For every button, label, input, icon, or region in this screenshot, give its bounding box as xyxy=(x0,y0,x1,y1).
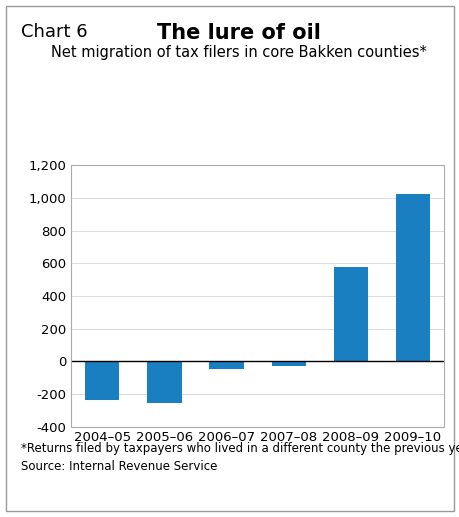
Bar xyxy=(395,194,429,361)
Text: Chart 6: Chart 6 xyxy=(21,23,87,41)
Text: *Returns filed by taxpayers who lived in a different county the previous year: *Returns filed by taxpayers who lived in… xyxy=(21,442,459,455)
Text: Net migration of tax filers in core Bakken counties*: Net migration of tax filers in core Bakk… xyxy=(51,45,426,60)
Bar xyxy=(147,361,181,403)
Text: The lure of oil: The lure of oil xyxy=(157,23,320,43)
Bar xyxy=(85,361,119,400)
Bar xyxy=(333,267,367,361)
Text: Source: Internal Revenue Service: Source: Internal Revenue Service xyxy=(21,460,217,473)
Bar xyxy=(209,361,243,369)
FancyBboxPatch shape xyxy=(6,6,453,511)
Bar xyxy=(271,361,305,366)
